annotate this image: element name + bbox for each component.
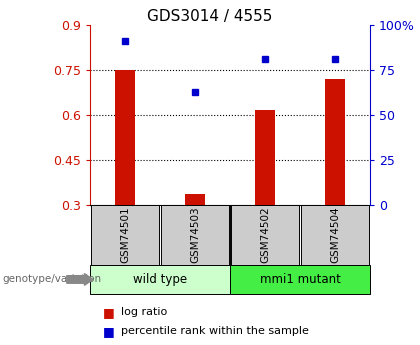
- Text: ■: ■: [102, 306, 114, 319]
- Bar: [255, 110, 275, 205]
- Text: percentile rank within the sample: percentile rank within the sample: [121, 326, 309, 336]
- Text: GSM74504: GSM74504: [330, 207, 340, 263]
- Text: GSM74502: GSM74502: [260, 207, 270, 263]
- Bar: [230, 265, 370, 294]
- Text: mmi1 mutant: mmi1 mutant: [260, 273, 341, 286]
- Bar: [91, 205, 158, 265]
- Bar: [185, 195, 205, 205]
- Bar: [90, 265, 230, 294]
- Bar: [161, 205, 228, 265]
- Text: log ratio: log ratio: [121, 307, 168, 317]
- Text: GDS3014 / 4555: GDS3014 / 4555: [147, 9, 273, 23]
- Bar: [231, 205, 299, 265]
- Bar: [115, 70, 135, 205]
- Text: ■: ■: [102, 325, 114, 338]
- Text: wild type: wild type: [133, 273, 187, 286]
- Text: GSM74501: GSM74501: [120, 207, 130, 263]
- Text: GSM74503: GSM74503: [190, 207, 200, 263]
- Bar: [325, 79, 345, 205]
- Bar: [302, 205, 369, 265]
- Text: genotype/variation: genotype/variation: [2, 275, 101, 284]
